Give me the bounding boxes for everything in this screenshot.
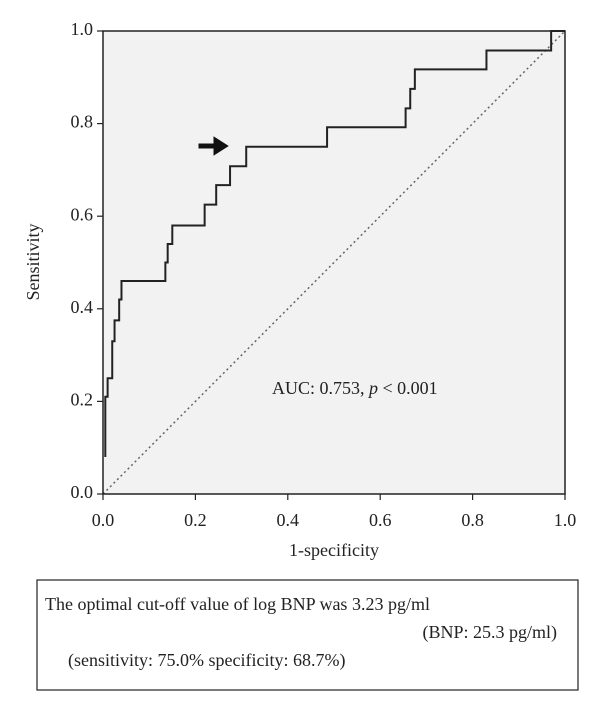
annotation: AUC: 0.753, p < 0.001: [272, 378, 438, 398]
y-tick-label: 0.2: [71, 390, 94, 410]
y-tick-label: 0.6: [71, 204, 94, 224]
x-tick-label: 1.0: [554, 510, 577, 530]
y-tick-label: 0.8: [71, 112, 94, 132]
reference-line: [102, 30, 566, 495]
note-line: (sensitivity: 75.0% specificity: 68.7%): [68, 650, 345, 671]
roc-curve: [104, 30, 565, 457]
x-tick-label: 0.8: [461, 510, 484, 530]
x-tick-label: 0.2: [184, 510, 207, 530]
arrow: [198, 136, 229, 156]
note-line: (BNP: 25.3 pg/ml): [422, 622, 557, 643]
y-axis-label: Sensitivity: [23, 223, 43, 300]
y-tick-label: 0.4: [71, 297, 94, 317]
annotation-text: AUC: 0.753,: [272, 378, 369, 398]
x-tick-label: 0.6: [369, 510, 392, 530]
x-tick-label: 0.0: [92, 510, 115, 530]
plot-frame: [102, 30, 566, 495]
y-tick-label: 1.0: [71, 19, 94, 39]
note-box: [36, 579, 579, 691]
y-tick-label: 0.0: [71, 482, 94, 502]
x-axis-label: 1-specificity: [289, 540, 379, 560]
annotation-text: p: [367, 378, 378, 398]
x-tick-label: 0.4: [277, 510, 300, 530]
annotation-text: < 0.001: [378, 378, 438, 398]
note-line: The optimal cut-off value of log BNP was…: [45, 594, 430, 614]
